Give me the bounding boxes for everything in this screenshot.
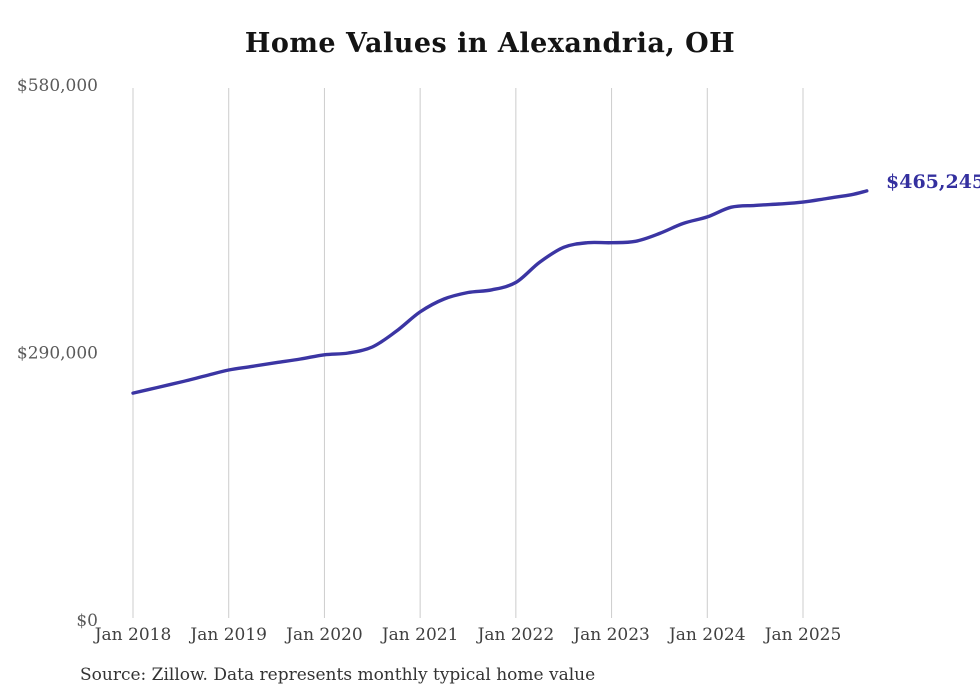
y-tick-label: $580,000	[17, 76, 98, 96]
x-tick-label: Jan 2024	[667, 625, 746, 645]
x-tick-label: Jan 2018	[93, 625, 172, 645]
y-tick-label: $290,000	[17, 344, 98, 364]
x-tick-label: Jan 2019	[188, 625, 267, 645]
x-tick-label: Jan 2021	[380, 625, 459, 645]
latest-value-label: $465,245	[886, 171, 980, 193]
x-tick-label: Jan 2023	[571, 625, 650, 645]
x-tick-label: Jan 2022	[476, 625, 555, 645]
home-value-line	[131, 189, 869, 395]
x-tick-label: Jan 2020	[284, 625, 363, 645]
chart-title: Home Values in Alexandria, OH	[244, 28, 736, 59]
source-note: Source: Zillow. Data represents monthly …	[80, 665, 596, 685]
y-tick-label: $0	[76, 611, 98, 631]
x-tick-label: Jan 2025	[763, 625, 842, 645]
